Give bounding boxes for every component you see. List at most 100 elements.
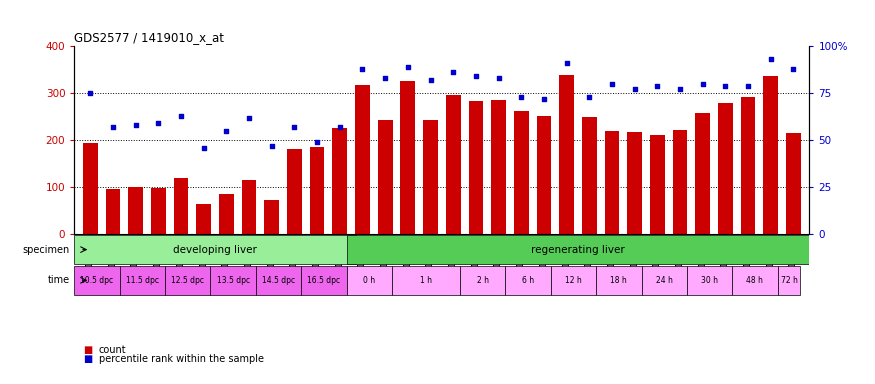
Point: [469, 73, 483, 79]
Bar: [696, 113, 710, 234]
Bar: [741, 97, 755, 234]
Bar: [718, 103, 733, 234]
Bar: [786, 133, 801, 234]
Point: [673, 86, 687, 93]
Text: 14.5 dpc: 14.5 dpc: [262, 276, 295, 285]
FancyBboxPatch shape: [596, 266, 641, 295]
FancyBboxPatch shape: [550, 266, 596, 295]
Bar: [242, 180, 256, 234]
FancyBboxPatch shape: [460, 266, 506, 295]
Point: [355, 66, 369, 72]
FancyBboxPatch shape: [641, 266, 687, 295]
Bar: [378, 121, 393, 234]
FancyBboxPatch shape: [346, 266, 392, 295]
FancyBboxPatch shape: [301, 266, 347, 295]
Point: [514, 94, 528, 100]
Point: [151, 120, 165, 126]
Text: 30 h: 30 h: [701, 276, 718, 285]
Text: ■: ■: [83, 354, 93, 364]
FancyBboxPatch shape: [74, 266, 120, 295]
Bar: [310, 147, 325, 234]
Bar: [559, 75, 574, 234]
Point: [401, 64, 415, 70]
Point: [129, 122, 143, 128]
Text: regenerating liver: regenerating liver: [531, 245, 625, 255]
Bar: [332, 128, 347, 234]
Bar: [196, 204, 211, 234]
Text: 16.5 dpc: 16.5 dpc: [307, 276, 340, 285]
Bar: [219, 194, 234, 234]
Text: 6 h: 6 h: [522, 276, 534, 285]
Text: 12 h: 12 h: [565, 276, 582, 285]
FancyBboxPatch shape: [74, 235, 355, 264]
Point: [106, 124, 120, 130]
Bar: [424, 120, 438, 234]
Text: count: count: [99, 345, 127, 355]
Bar: [129, 187, 143, 234]
Bar: [491, 100, 506, 234]
Bar: [582, 117, 597, 234]
FancyBboxPatch shape: [392, 266, 460, 295]
Point: [560, 60, 574, 66]
Bar: [673, 130, 688, 234]
Point: [242, 114, 256, 121]
Point: [287, 124, 301, 130]
Text: developing liver: developing liver: [173, 245, 257, 255]
FancyBboxPatch shape: [255, 266, 301, 295]
Text: GDS2577 / 1419010_x_at: GDS2577 / 1419010_x_at: [74, 31, 224, 44]
Point: [605, 81, 619, 87]
Bar: [83, 144, 98, 234]
Text: 11.5 dpc: 11.5 dpc: [126, 276, 159, 285]
Bar: [605, 131, 620, 234]
Bar: [355, 84, 370, 234]
Text: 48 h: 48 h: [746, 276, 763, 285]
FancyBboxPatch shape: [346, 235, 809, 264]
FancyBboxPatch shape: [506, 266, 550, 295]
FancyBboxPatch shape: [165, 266, 211, 295]
Text: 10.5 dpc: 10.5 dpc: [80, 276, 114, 285]
Point: [197, 145, 211, 151]
FancyBboxPatch shape: [778, 266, 801, 295]
FancyBboxPatch shape: [732, 266, 778, 295]
Text: 24 h: 24 h: [655, 276, 673, 285]
Point: [424, 77, 438, 83]
Text: 1 h: 1 h: [420, 276, 432, 285]
Text: specimen: specimen: [23, 245, 70, 255]
Bar: [173, 178, 188, 234]
Point: [787, 66, 801, 72]
Bar: [468, 101, 483, 234]
FancyBboxPatch shape: [120, 266, 165, 295]
Bar: [536, 116, 551, 234]
Text: 18 h: 18 h: [611, 276, 627, 285]
Bar: [287, 149, 302, 234]
Bar: [401, 81, 416, 234]
Point: [378, 75, 392, 81]
Point: [310, 139, 324, 145]
Bar: [764, 76, 778, 234]
Point: [446, 70, 460, 76]
Bar: [106, 189, 121, 234]
Text: percentile rank within the sample: percentile rank within the sample: [99, 354, 264, 364]
Text: 72 h: 72 h: [780, 276, 797, 285]
Bar: [264, 200, 279, 234]
Point: [718, 83, 732, 89]
Point: [537, 96, 551, 102]
Point: [265, 143, 279, 149]
Bar: [514, 111, 528, 234]
Text: 13.5 dpc: 13.5 dpc: [217, 276, 249, 285]
Text: time: time: [48, 275, 70, 285]
Point: [220, 127, 234, 134]
Point: [174, 113, 188, 119]
Point: [492, 75, 506, 81]
Bar: [446, 96, 460, 234]
Text: 0 h: 0 h: [363, 276, 375, 285]
Bar: [627, 132, 642, 234]
Point: [741, 83, 755, 89]
Bar: [650, 134, 665, 234]
FancyBboxPatch shape: [211, 266, 256, 295]
Point: [696, 81, 710, 87]
Point: [332, 124, 346, 130]
Point: [83, 90, 97, 96]
Bar: [151, 188, 165, 234]
FancyBboxPatch shape: [687, 266, 732, 295]
